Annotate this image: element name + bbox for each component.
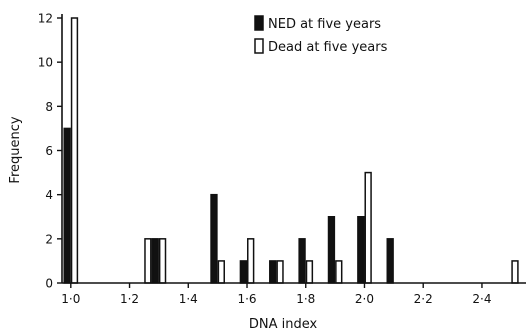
bar-ned-0 — [63, 127, 71, 284]
bar-ned-4 — [269, 260, 277, 284]
bar-dead-3 — [217, 260, 225, 284]
x-tick-label-5: 2·0 — [355, 292, 374, 306]
y-tick-label-0: 0 — [45, 277, 53, 291]
x-tick-label-7: 2·4 — [472, 292, 491, 306]
bar-dead-1 — [144, 238, 152, 284]
y-tick-label-6: 12 — [38, 12, 53, 26]
bar-dead-2 — [158, 238, 167, 284]
bar-dead-9 — [511, 260, 519, 284]
bar-ned-7 — [357, 216, 365, 284]
x-tick-label-1: 1·2 — [120, 292, 139, 306]
ticks-layer: 0 2 4 6 8 10 12 1·0 1·2 1·4 1·6 1·8 2·0 2·2 2·4 — [38, 12, 492, 307]
x-tick-label-3: 1·6 — [237, 292, 256, 306]
bar-dead-7 — [335, 260, 343, 284]
legend-label-dead: Dead at five years — [268, 40, 388, 55]
y-axis-title: Frequency — [8, 116, 23, 183]
legend-swatch-ned — [254, 15, 264, 31]
bar-ned-6 — [327, 216, 336, 284]
x-tick-label-6: 2·2 — [414, 292, 433, 306]
bar-dead-8 — [364, 171, 372, 284]
x-tick-label-4: 1·8 — [296, 292, 315, 306]
legend-swatch-dead — [254, 38, 264, 54]
bar-ned-3 — [239, 260, 248, 284]
bar-dead-4 — [247, 238, 255, 284]
bar-dead-5 — [276, 260, 284, 284]
bar-ned-5 — [298, 238, 306, 284]
y-tick-label-2: 4 — [45, 188, 53, 202]
bars-layer — [63, 17, 519, 284]
bar-ned-1 — [151, 238, 159, 284]
legend-label-ned: NED at five years — [268, 17, 381, 32]
y-tick-label-5: 10 — [38, 56, 53, 70]
x-tick-label-2: 1·4 — [179, 292, 198, 306]
bar-dead-6 — [305, 260, 314, 284]
bar-dead-0 — [70, 17, 79, 284]
x-tick-label-0: 1·0 — [61, 292, 80, 306]
y-tick-label-3: 6 — [45, 144, 53, 158]
bar-ned-2 — [210, 193, 218, 284]
y-tick-label-4: 8 — [45, 100, 53, 114]
legend: NED at five years Dead at five years — [254, 15, 388, 55]
x-axis-title: DNA index — [249, 317, 318, 331]
y-tick-label-1: 2 — [45, 232, 53, 246]
bar-ned-8 — [386, 238, 394, 284]
